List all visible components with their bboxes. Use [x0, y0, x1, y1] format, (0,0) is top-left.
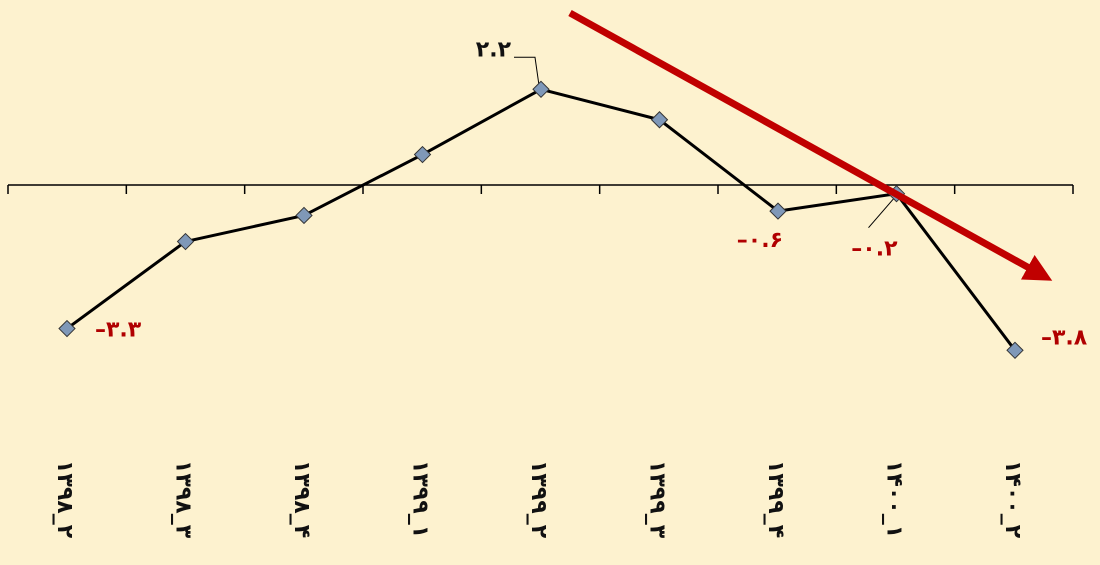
data-point-marker	[413, 145, 432, 164]
data-point-marker	[1006, 341, 1024, 360]
x-axis	[7, 184, 1074, 194]
data-label: –۳.۸	[1041, 325, 1088, 350]
label-leader	[514, 56, 540, 86]
data-label: –۰.۶	[737, 228, 783, 253]
data-point-marker	[769, 202, 787, 220]
data-label: –۰.۲	[851, 237, 898, 262]
label-leaders	[514, 56, 895, 229]
trend-arrow	[568, 9, 1053, 281]
x-tick-labels: ۱۳۹۸_۲ ۱۳۹۸_۳ ۱۳۹۸_۴ ۱۳۹۹_۱ ۱۳۹۹_۲ ۱۳۹۹_۳ ۱۳۹۹…	[52, 460, 1025, 539]
data-point-marker	[176, 232, 195, 251]
data-point-marker	[58, 319, 76, 338]
x-tick-label: ۱۴۰۰_۲	[1000, 460, 1025, 539]
data-point-marker	[295, 206, 313, 225]
x-tick-label: ۱۳۹۸_۳	[171, 460, 196, 539]
data-label: ۲.۲	[476, 37, 512, 62]
series-line-path	[66, 87, 1017, 352]
x-tick-label: ۱۳۹۹_۴	[763, 460, 788, 538]
x-tick-label: ۱۳۹۹_۲	[526, 460, 551, 539]
x-tick-label: ۱۳۹۸_۴	[289, 460, 314, 538]
data-label: –۳.۳	[95, 318, 142, 343]
data-point-marker	[650, 111, 669, 129]
data-labels: –۳.۳ ۲.۲ –۰.۶ –۰.۲ –۳.۸	[95, 37, 1088, 350]
x-tick-label: ۱۳۹۹_۳	[645, 460, 670, 539]
x-tick-label: ۱۴۰۰_۱	[882, 460, 907, 538]
series-line	[66, 87, 1017, 352]
x-tick-label: ۱۳۹۹_۱	[408, 460, 433, 538]
trend-arrow-shaft	[568, 9, 1053, 281]
data-point-marker	[532, 80, 550, 99]
series-markers	[58, 80, 1024, 360]
x-tick-label: ۱۳۹۸_۲	[52, 460, 77, 539]
label-leader	[868, 197, 895, 229]
